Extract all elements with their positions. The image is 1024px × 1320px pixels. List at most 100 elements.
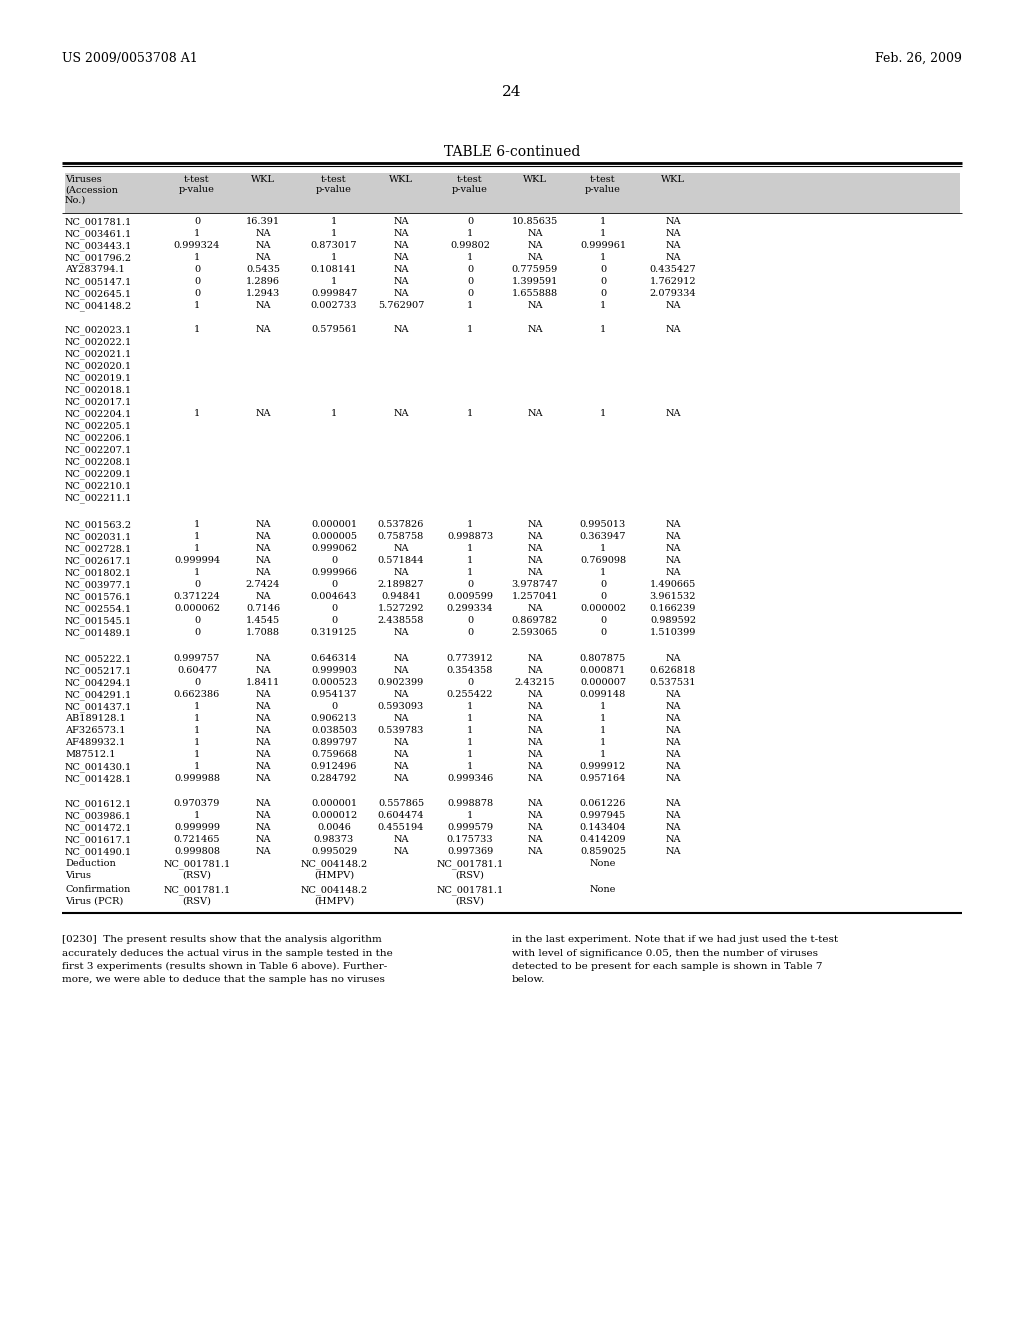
Text: t-test
p-value: t-test p-value (585, 176, 621, 194)
Text: 0.593093: 0.593093 (378, 702, 424, 711)
Text: first 3 experiments (results shown in Table 6 above). Further-: first 3 experiments (results shown in Ta… (62, 962, 387, 972)
Text: NA: NA (255, 544, 270, 553)
Text: 0.0046: 0.0046 (317, 822, 351, 832)
Text: 1: 1 (467, 750, 473, 759)
Text: 0: 0 (600, 628, 606, 638)
Text: NC_002023.1: NC_002023.1 (65, 325, 132, 335)
Text: 0.999757: 0.999757 (174, 653, 220, 663)
Text: M87512.1: M87512.1 (65, 750, 116, 759)
Text: NA: NA (666, 242, 681, 249)
Text: 0.999579: 0.999579 (446, 822, 494, 832)
Text: NA: NA (527, 822, 543, 832)
Text: 0.646314: 0.646314 (310, 653, 357, 663)
Text: 0.60477: 0.60477 (177, 667, 217, 675)
Text: 0.999324: 0.999324 (174, 242, 220, 249)
Text: 2.43215: 2.43215 (515, 678, 555, 686)
Text: 0.539783: 0.539783 (378, 726, 424, 735)
Text: NC_003461.1: NC_003461.1 (65, 228, 132, 239)
Text: 0.455194: 0.455194 (378, 822, 424, 832)
Text: 0: 0 (467, 289, 473, 298)
Text: 1: 1 (194, 568, 200, 577)
Text: NC_001802.1: NC_001802.1 (65, 568, 132, 578)
Text: NC_004148.2: NC_004148.2 (65, 301, 132, 310)
Text: 0.998878: 0.998878 (446, 799, 494, 808)
Text: below.: below. (512, 975, 546, 985)
Text: NC_005222.1: NC_005222.1 (65, 653, 132, 664)
Text: Virus: Virus (65, 871, 91, 880)
Text: 0.759668: 0.759668 (311, 750, 357, 759)
Text: 0: 0 (194, 265, 200, 275)
Text: NA: NA (393, 253, 409, 261)
Text: NC_003443.1: NC_003443.1 (65, 242, 132, 251)
Text: 0.604474: 0.604474 (378, 810, 424, 820)
Text: NA: NA (255, 762, 270, 771)
Text: NA: NA (527, 726, 543, 735)
Text: TABLE 6-continued: TABLE 6-continued (443, 145, 581, 158)
Text: WKL: WKL (523, 176, 547, 183)
Text: NC_002205.1: NC_002205.1 (65, 421, 132, 430)
Text: NA: NA (527, 520, 543, 529)
Text: in the last experiment. Note that if we had just used the t-test: in the last experiment. Note that if we … (512, 935, 838, 944)
Text: NA: NA (527, 228, 543, 238)
Text: 0.98373: 0.98373 (314, 836, 354, 843)
Text: NC_001430.1: NC_001430.1 (65, 762, 132, 772)
Text: 1: 1 (194, 532, 200, 541)
Text: with level of significance 0.05, then the number of viruses: with level of significance 0.05, then th… (512, 949, 818, 957)
Text: WKL: WKL (662, 176, 685, 183)
Text: (HMPV): (HMPV) (314, 898, 354, 906)
Text: 0.999847: 0.999847 (311, 289, 357, 298)
Text: NA: NA (255, 836, 270, 843)
Text: 1: 1 (600, 750, 606, 759)
Text: 1.8411: 1.8411 (246, 678, 281, 686)
Text: 1: 1 (600, 738, 606, 747)
Text: NA: NA (393, 750, 409, 759)
Text: 1: 1 (467, 325, 473, 334)
Text: NA: NA (393, 714, 409, 723)
Text: 0: 0 (331, 556, 337, 565)
Text: NA: NA (527, 605, 543, 612)
Text: NA: NA (393, 216, 409, 226)
Text: 0.999346: 0.999346 (446, 774, 494, 783)
Text: 1: 1 (467, 702, 473, 711)
Text: NC_002206.1: NC_002206.1 (65, 433, 132, 442)
Text: NA: NA (255, 690, 270, 700)
Text: NA: NA (393, 836, 409, 843)
Text: NC_003986.1: NC_003986.1 (65, 810, 132, 821)
Text: US 2009/0053708 A1: US 2009/0053708 A1 (62, 51, 198, 65)
Text: detected to be present for each sample is shown in Table 7: detected to be present for each sample i… (512, 962, 822, 972)
Text: 1: 1 (467, 738, 473, 747)
Text: NC_001781.1: NC_001781.1 (436, 859, 504, 869)
Text: 3.978747: 3.978747 (512, 579, 558, 589)
Text: NA: NA (255, 847, 270, 855)
Text: NA: NA (255, 714, 270, 723)
Text: 0.7146: 0.7146 (246, 605, 280, 612)
Text: t-test
p-value: t-test p-value (316, 176, 352, 194)
Text: 0: 0 (600, 579, 606, 589)
Text: NA: NA (393, 277, 409, 286)
Text: 0.954137: 0.954137 (310, 690, 357, 700)
Text: 0.873017: 0.873017 (310, 242, 357, 249)
Text: NC_004291.1: NC_004291.1 (65, 690, 132, 700)
Text: 0.557865: 0.557865 (378, 799, 424, 808)
Text: 3.961532: 3.961532 (650, 591, 696, 601)
Text: 0: 0 (467, 579, 473, 589)
Text: 0.571844: 0.571844 (378, 556, 424, 565)
Text: None: None (590, 884, 616, 894)
Text: 0.99802: 0.99802 (450, 242, 490, 249)
Text: 0.000005: 0.000005 (311, 532, 357, 541)
Text: 1: 1 (600, 301, 606, 310)
Text: NA: NA (527, 702, 543, 711)
Text: NA: NA (393, 653, 409, 663)
Text: 1: 1 (467, 568, 473, 577)
Bar (65, 173, 961, 213)
Text: NC_002207.1: NC_002207.1 (65, 445, 132, 454)
Text: NA: NA (666, 774, 681, 783)
Text: 1: 1 (194, 325, 200, 334)
Text: 16.391: 16.391 (246, 216, 280, 226)
Text: NA: NA (527, 799, 543, 808)
Text: NA: NA (527, 653, 543, 663)
Text: NA: NA (666, 822, 681, 832)
Text: NA: NA (527, 556, 543, 565)
Text: NC_004148.2: NC_004148.2 (300, 859, 368, 869)
Text: 1: 1 (600, 726, 606, 735)
